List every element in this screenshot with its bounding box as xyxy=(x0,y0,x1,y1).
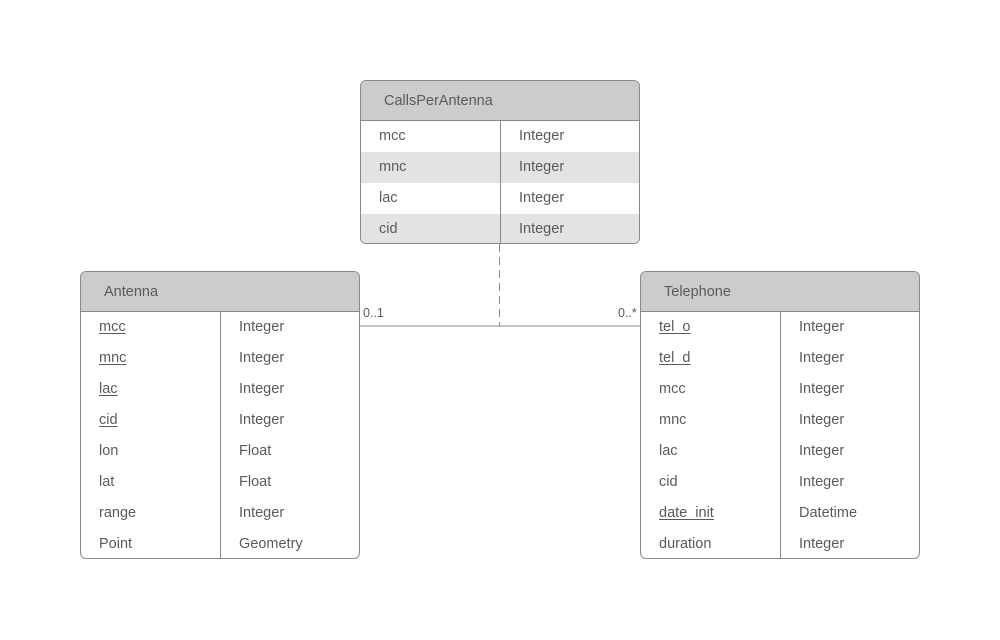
attribute-name-key: mnc xyxy=(99,350,127,366)
column-divider xyxy=(220,312,221,558)
entity-antenna[interactable]: Antenna mcc Integer mnc Integer lac Integer ci… xyxy=(80,271,360,559)
attribute-row: duration Integer xyxy=(641,529,919,558)
attribute-row: cid Integer xyxy=(641,467,919,498)
attribute-name: range xyxy=(99,505,137,521)
attribute-type: Integer xyxy=(519,128,565,144)
multiplicity-antenna: 0..1 xyxy=(363,306,384,320)
attribute-row: mcc Integer xyxy=(641,374,919,405)
attribute-type: Integer xyxy=(239,319,285,335)
attribute-type: Integer xyxy=(799,350,845,366)
entity-telephone[interactable]: Telephone tel_o Integer tel_d Integer mcc Int… xyxy=(640,271,920,559)
attribute-name: Point xyxy=(99,536,133,552)
attribute-row: mcc Integer xyxy=(81,312,359,343)
attribute-name-key: cid xyxy=(99,412,118,428)
attribute-row: lat Float xyxy=(81,467,359,498)
attribute-name: mcc xyxy=(379,128,406,144)
entity-attributes: mcc Integer mnc Integer lac Integer cid Integer… xyxy=(81,312,359,558)
attribute-name-key: lac xyxy=(99,381,118,397)
attribute-name: lat xyxy=(99,474,115,490)
attribute-row: lac Integer xyxy=(361,183,639,214)
attribute-name-key: date_init xyxy=(659,505,714,521)
attribute-type: Integer xyxy=(799,536,845,552)
attribute-name-key: tel_o xyxy=(659,319,691,335)
entity-calls-per-antenna[interactable]: CallsPerAntenna mcc Integer mnc Integer lac I… xyxy=(360,80,640,244)
attribute-type: Integer xyxy=(239,381,285,397)
attribute-row: lac Integer xyxy=(81,374,359,405)
entity-attributes: mcc Integer mnc Integer lac Integer cid Integer xyxy=(361,121,639,243)
attribute-name: mnc xyxy=(659,412,687,428)
entity-header-calls-per-antenna: CallsPerAntenna xyxy=(361,81,639,121)
attribute-type: Integer xyxy=(239,505,285,521)
attribute-name-key: tel_d xyxy=(659,350,691,366)
attribute-type: Integer xyxy=(239,350,285,366)
attribute-row: mnc Integer xyxy=(81,343,359,374)
attribute-type: Geometry xyxy=(239,536,303,552)
attribute-name: lon xyxy=(99,443,119,459)
attribute-name: lac xyxy=(379,190,398,206)
attribute-row: tel_o Integer xyxy=(641,312,919,343)
multiplicity-telephone: 0..* xyxy=(618,306,637,320)
attribute-name: cid xyxy=(379,221,398,237)
attribute-type: Integer xyxy=(519,221,565,237)
entity-header-telephone: Telephone xyxy=(641,272,919,312)
column-divider xyxy=(780,312,781,558)
attribute-row: range Integer xyxy=(81,498,359,529)
attribute-row: lac Integer xyxy=(641,436,919,467)
attribute-name: cid xyxy=(659,474,678,490)
attribute-row: mcc Integer xyxy=(361,121,639,152)
attribute-name: mcc xyxy=(659,381,686,397)
attribute-name: duration xyxy=(659,536,712,552)
attribute-name: lac xyxy=(659,443,678,459)
entity-header-antenna: Antenna xyxy=(81,272,359,312)
attribute-type: Integer xyxy=(519,190,565,206)
attribute-row: Point Geometry xyxy=(81,529,359,558)
attribute-type: Integer xyxy=(799,381,845,397)
attribute-type: Integer xyxy=(519,159,565,175)
attribute-type: Float xyxy=(239,443,272,459)
attribute-type: Datetime xyxy=(799,505,858,521)
attribute-type: Integer xyxy=(799,412,845,428)
attribute-row: tel_d Integer xyxy=(641,343,919,374)
attribute-name: mnc xyxy=(379,159,407,175)
attribute-row: date_init Datetime xyxy=(641,498,919,529)
attribute-row: lon Float xyxy=(81,436,359,467)
attribute-type: Integer xyxy=(799,443,845,459)
attribute-type: Integer xyxy=(799,474,845,490)
column-divider xyxy=(500,121,501,243)
attribute-name-key: mcc xyxy=(99,319,126,335)
attribute-type: Float xyxy=(239,474,272,490)
attribute-row: mnc Integer xyxy=(641,405,919,436)
entity-attributes: tel_o Integer tel_d Integer mcc Integer mnc Int… xyxy=(641,312,919,558)
attribute-row: cid Integer xyxy=(81,405,359,436)
attribute-type: Integer xyxy=(799,319,845,335)
attribute-type: Integer xyxy=(239,412,285,428)
